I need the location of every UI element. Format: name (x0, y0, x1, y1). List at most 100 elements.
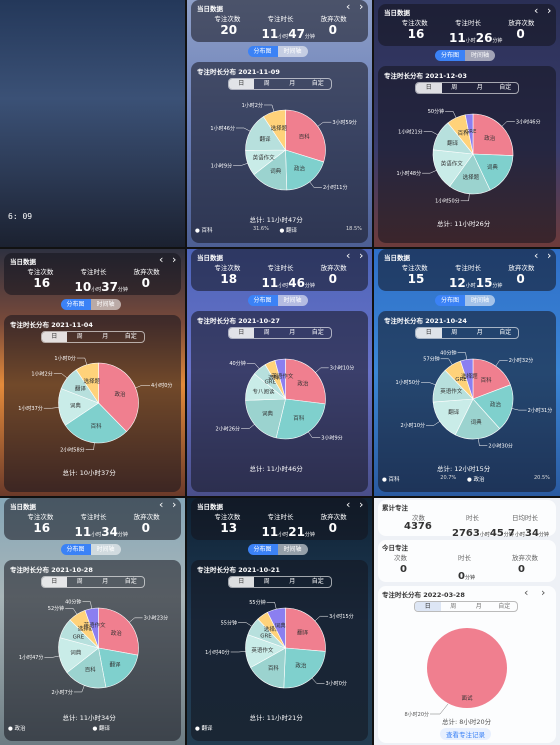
view-toggle[interactable]: 分布图 时间轴 (247, 46, 308, 57)
period-option[interactable]: 自定 (124, 578, 137, 585)
pie-slice[interactable] (449, 153, 491, 195)
tab-timeline[interactable]: 时间轴 (465, 50, 496, 61)
period-option[interactable]: 周 (451, 84, 458, 91)
period-option[interactable]: 周 (451, 329, 458, 336)
pie-slice[interactable] (472, 358, 511, 400)
view-toggle[interactable]: 分布图 时间轴 (247, 295, 308, 306)
pie-slice[interactable] (472, 113, 514, 156)
period-selector[interactable]: 日 周 月 自定 (415, 327, 519, 339)
period-option[interactable]: 月 (102, 333, 109, 340)
tab-timeline[interactable]: 时间轴 (90, 544, 121, 555)
next-day-arrow[interactable]: › (172, 498, 177, 511)
view-toggle[interactable]: 分布图 时间轴 (60, 299, 121, 310)
pie-slice[interactable] (66, 647, 107, 689)
pie-slice[interactable] (267, 607, 286, 649)
pie-slice[interactable] (472, 384, 514, 430)
period-option[interactable]: 周 (263, 329, 270, 336)
next-day-arrow[interactable]: › (172, 253, 177, 266)
tab-distribution[interactable]: 分布图 (435, 295, 466, 306)
period-option[interactable]: 自定 (499, 84, 512, 91)
tab-distribution[interactable]: 分布图 (247, 46, 278, 57)
tab-distribution[interactable]: 分布图 (247, 544, 278, 555)
period-option[interactable]: 周 (450, 603, 457, 610)
pie-slice[interactable] (285, 109, 326, 163)
period-option[interactable]: 日 (228, 79, 254, 89)
pie-slice[interactable] (427, 628, 507, 708)
pie-slice[interactable] (285, 607, 326, 652)
period-selector[interactable]: 日 周 月 自定 (227, 327, 332, 339)
period-option[interactable]: 自定 (124, 333, 137, 340)
period-option[interactable]: 月 (475, 603, 482, 610)
prev-day-arrow[interactable]: ‹ (159, 253, 164, 266)
view-toggle[interactable]: 分布图 时间轴 (435, 50, 496, 61)
period-option[interactable]: 自定 (311, 329, 324, 336)
period-option[interactable]: 周 (76, 333, 83, 340)
period-option[interactable]: 月 (289, 578, 296, 585)
next-day-arrow[interactable]: › (359, 249, 364, 262)
pie-slice[interactable] (98, 607, 139, 656)
pie-slice[interactable] (84, 607, 99, 649)
period-option[interactable]: 周 (76, 578, 83, 585)
period-option[interactable]: 自定 (311, 80, 324, 87)
period-selector[interactable]: 日 周 月 自定 (40, 331, 145, 343)
period-option[interactable]: 月 (476, 329, 483, 336)
period-option[interactable]: 自定 (499, 329, 512, 336)
view-toggle[interactable]: 分布图 时间轴 (435, 295, 496, 306)
period-option[interactable]: 日 (415, 602, 441, 611)
prev-day-arrow[interactable]: ‹ (159, 498, 164, 511)
period-selector[interactable]: 日 周 月 自定 (227, 576, 332, 588)
pie-slice[interactable] (464, 113, 474, 155)
tab-timeline[interactable]: 时间轴 (277, 544, 308, 555)
prev-day-arrow[interactable]: ‹ (534, 4, 539, 17)
view-records-button[interactable]: 查看专注记录 (440, 728, 491, 740)
tab-timeline[interactable]: 时间轴 (90, 299, 121, 310)
next-day-arrow[interactable]: › (547, 249, 552, 262)
next-day-arrow[interactable]: › (359, 498, 364, 511)
tab-distribution[interactable]: 分布图 (247, 295, 278, 306)
period-option[interactable]: 日 (416, 328, 442, 338)
tab-distribution[interactable]: 分布图 (60, 299, 91, 310)
period-option[interactable]: 月 (476, 84, 483, 91)
period-option[interactable]: 月 (289, 329, 296, 336)
period-option[interactable]: 日 (228, 328, 254, 338)
pie-slice[interactable] (263, 109, 286, 151)
pie-slice[interactable] (285, 149, 325, 191)
period-option[interactable]: 日 (41, 577, 67, 587)
next-day-arrow[interactable]: › (359, 0, 364, 13)
period-selector[interactable]: 日 周 月 自定 (415, 82, 519, 94)
slice-label: GRE (73, 634, 85, 640)
next-day-arrow[interactable]: › (547, 4, 552, 17)
pie-slice[interactable] (274, 358, 286, 400)
period-selector[interactable]: 日 周 月 自定 (227, 78, 332, 90)
period-selector[interactable]: 日 周 月 自定 (40, 576, 145, 588)
chart-total: 总计: 11小时34分 (62, 714, 116, 722)
period-option[interactable]: 自定 (311, 578, 324, 585)
view-toggle[interactable]: 分布图 时间轴 (60, 544, 121, 555)
period-selector[interactable]: 日 周 月 自定 (414, 601, 518, 612)
prev-day-arrow[interactable]: ‹ (346, 498, 351, 511)
prev-day-arrow[interactable]: ‹ (346, 249, 351, 262)
period-option[interactable]: 周 (263, 80, 270, 87)
period-option[interactable]: 周 (263, 578, 270, 585)
pie-slice[interactable] (98, 647, 139, 688)
pie-slice[interactable] (472, 153, 514, 191)
tab-timeline[interactable]: 时间轴 (465, 295, 496, 306)
tab-distribution[interactable]: 分布图 (435, 50, 466, 61)
period-option[interactable]: 日 (416, 83, 442, 93)
period-option[interactable]: 日 (41, 332, 67, 342)
period-option[interactable]: 月 (102, 578, 109, 585)
tab-timeline[interactable]: 时间轴 (277, 295, 308, 306)
prev-day-arrow[interactable]: ‹ (534, 249, 539, 262)
prev-date-arrow[interactable]: ‹ (524, 586, 529, 599)
tab-distribution[interactable]: 分布图 (60, 544, 91, 555)
prev-day-arrow[interactable]: ‹ (346, 0, 351, 13)
pie-slice[interactable] (275, 398, 326, 440)
period-option[interactable]: 日 (228, 577, 254, 587)
period-option[interactable]: 自定 (498, 603, 511, 610)
pie-slice[interactable] (75, 362, 99, 404)
period-option[interactable]: 月 (289, 80, 296, 87)
pie-slice[interactable] (285, 358, 326, 405)
tab-timeline[interactable]: 时间轴 (277, 46, 308, 57)
next-date-arrow[interactable]: › (541, 586, 546, 599)
view-toggle[interactable]: 分布图 时间轴 (247, 544, 308, 555)
